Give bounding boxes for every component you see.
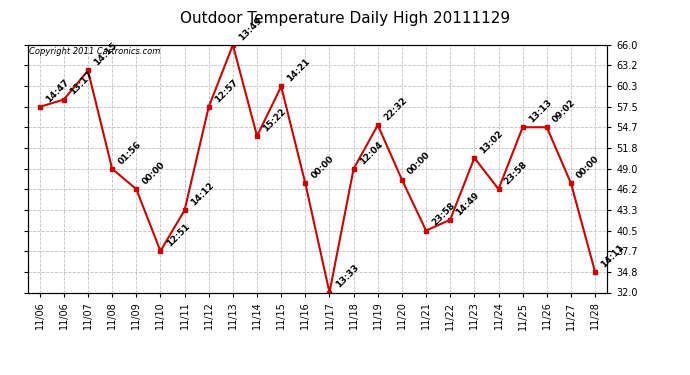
Text: 13:49: 13:49 — [237, 15, 264, 42]
Text: 15:22: 15:22 — [262, 106, 288, 133]
Text: 12:51: 12:51 — [165, 222, 191, 248]
Text: 12:04: 12:04 — [358, 140, 384, 166]
Text: 14:47: 14:47 — [44, 77, 70, 104]
Text: 14:21: 14:21 — [286, 57, 312, 84]
Text: Outdoor Temperature Daily High 20111129: Outdoor Temperature Daily High 20111129 — [180, 11, 510, 26]
Text: 12:57: 12:57 — [213, 77, 239, 104]
Text: 01:56: 01:56 — [117, 140, 143, 166]
Text: 14:12: 14:12 — [189, 181, 215, 207]
Text: 00:00: 00:00 — [310, 154, 336, 180]
Text: 22:32: 22:32 — [382, 96, 408, 122]
Text: 00:00: 00:00 — [575, 154, 602, 180]
Text: 00:00: 00:00 — [406, 151, 433, 177]
Text: 13:02: 13:02 — [479, 129, 505, 155]
Text: 14:49: 14:49 — [455, 190, 481, 217]
Text: 23:58: 23:58 — [503, 160, 529, 186]
Text: 14:15: 14:15 — [92, 41, 119, 68]
Text: 14:11: 14:11 — [600, 243, 626, 269]
Text: 23:58: 23:58 — [431, 201, 457, 228]
Text: 09:02: 09:02 — [551, 98, 578, 124]
Text: 13:17: 13:17 — [68, 70, 95, 97]
Text: 13:33: 13:33 — [334, 263, 360, 290]
Text: 00:00: 00:00 — [141, 160, 167, 186]
Text: Copyright 2011 Cartronics.com: Copyright 2011 Cartronics.com — [29, 48, 160, 57]
Text: 13:13: 13:13 — [527, 98, 553, 124]
